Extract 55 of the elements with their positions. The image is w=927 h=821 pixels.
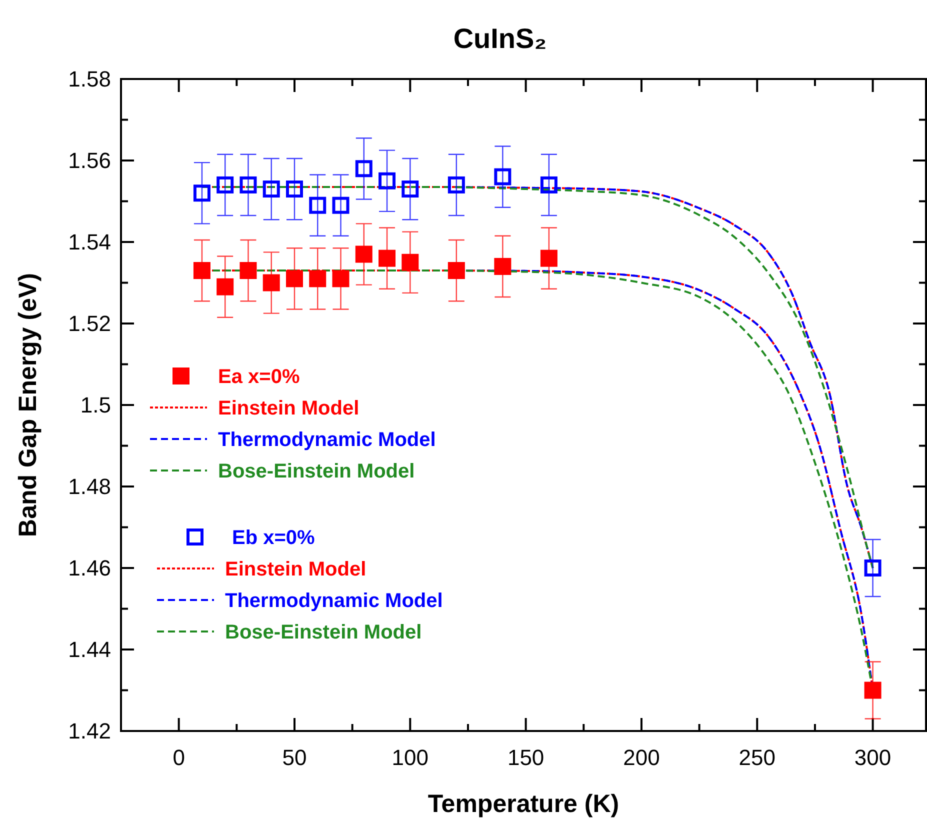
x-tick-label: 100 [392,745,429,770]
point [540,250,558,267]
y-tick-label: 1.52 [68,311,111,336]
point [193,262,210,280]
legend-label: Thermodynamic Model [225,590,443,612]
point [216,176,234,194]
point [494,258,512,275]
point [864,682,882,699]
legend-label: Eb x=0% [232,527,316,549]
point [286,180,303,198]
legend-label: Bose-Einstein Model [218,460,415,482]
legend-label: Ea x=0% [218,366,300,388]
x-tick-label: 150 [507,745,544,770]
point [402,254,419,271]
point [309,270,326,288]
point [378,172,396,190]
point [286,270,303,288]
x-tick-label: 50 [282,745,307,770]
point [240,262,257,280]
x-tick-label: 200 [623,745,660,770]
point [355,246,372,263]
y-tick-label: 1.56 [68,148,111,174]
point [262,180,280,198]
y-tick-label: 1.42 [68,718,111,744]
point [540,176,558,194]
legend-label: Einstein Model [225,558,366,580]
y-tick-label: 1.48 [68,474,111,500]
point [494,168,512,186]
point [309,196,326,214]
point [332,196,350,214]
y-tick-label: 1.58 [68,66,111,92]
legend-label: Thermodynamic Model [218,429,436,451]
x-axis-title: Temperature (K) [428,790,620,818]
point [240,176,257,194]
point [864,560,882,576]
x-tick-label: 300 [854,745,892,770]
point [448,262,465,280]
point [262,274,280,292]
x-tick-label: 0 [172,745,185,770]
point [378,250,396,267]
chart-title: CuInS₂ [453,23,547,54]
point [402,180,419,198]
y-tick-label: 1.44 [68,637,111,662]
y-tick-label: 1.54 [68,230,111,255]
point [193,184,210,202]
y-tick-label: 1.46 [68,556,111,581]
x-tick-label: 250 [738,745,776,770]
legend-label: Bose-Einstein Model [225,622,422,644]
point [355,160,372,178]
point [448,176,465,194]
point [216,278,234,296]
point [332,270,350,288]
legend-label: Einstein Model [218,398,360,420]
y-tick-label: 1.5 [80,392,111,418]
y-axis-title: Band Gap Energy (eV) [14,273,42,537]
